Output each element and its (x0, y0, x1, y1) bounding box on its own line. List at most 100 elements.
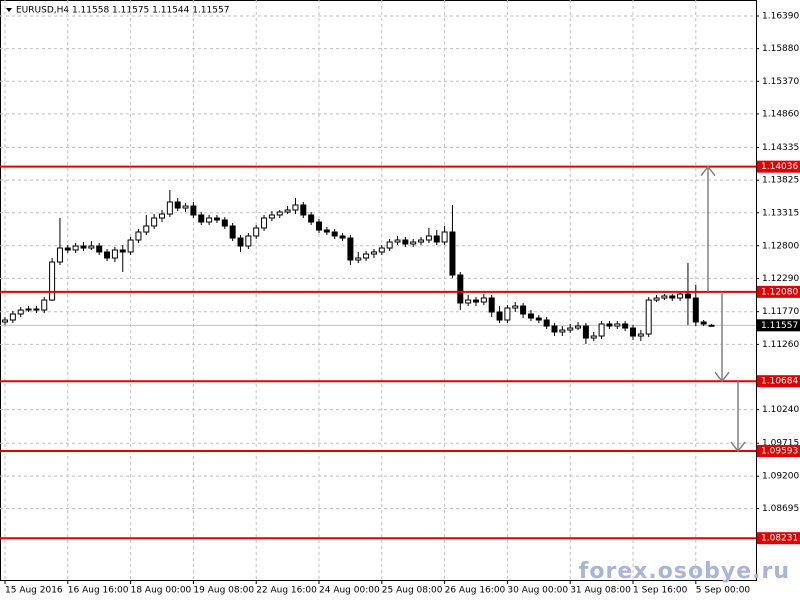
level-label-bg (757, 160, 800, 173)
candle-body (166, 201, 173, 215)
candle-body (198, 214, 205, 223)
y-tick-label: 1.13315 (762, 208, 799, 218)
candle-body (622, 323, 629, 329)
candle-body (25, 308, 32, 311)
arrow-head (730, 441, 746, 453)
y-tick-label: 1.11770 (762, 307, 799, 317)
candle-body (402, 239, 409, 245)
candle-body (135, 231, 142, 241)
candle-body (457, 274, 464, 304)
candle-body (261, 217, 268, 229)
candle-body (684, 293, 691, 299)
x-tick-label: 19 Aug 08:00 (193, 586, 254, 596)
y-tick-label: 1.14335 (762, 143, 799, 153)
candle-body (96, 245, 103, 253)
candle-body (614, 323, 621, 327)
level-label: 1.10684 (761, 377, 798, 387)
x-tick-label: 15 Aug 2016 (5, 586, 63, 596)
candle-body (41, 299, 48, 311)
candle-body (143, 225, 150, 233)
x-tick-label: 1 Sep 16:00 (633, 586, 688, 596)
candle-body (410, 241, 417, 245)
x-tick-label: 16 Aug 16:00 (68, 586, 129, 596)
x-tick-label: 30 Aug 00:00 (507, 586, 568, 596)
candle-body (229, 225, 236, 239)
candle-body (72, 245, 79, 251)
candle-body (284, 209, 291, 213)
candle-body (551, 325, 558, 333)
candle-body (496, 311, 503, 321)
candle-body (449, 231, 456, 276)
candle-body (104, 251, 111, 259)
candle-body (630, 327, 636, 337)
y-tick-label: 1.12290 (762, 274, 799, 284)
candle-body (512, 305, 519, 309)
candle-body (504, 307, 511, 321)
candle-body (88, 245, 95, 249)
y-tick-label: 1.11260 (762, 340, 799, 350)
candle-body (56, 247, 63, 263)
candle-body (213, 217, 220, 221)
candle-body (378, 247, 385, 253)
candle-body (661, 295, 668, 299)
x-tick-label: 18 Aug 00:00 (131, 586, 192, 596)
y-tick-label: 1.13825 (762, 176, 799, 186)
candle-body (2, 319, 8, 323)
candle-body (677, 293, 684, 299)
candle-body (441, 231, 448, 243)
candle-body (308, 214, 315, 223)
x-tick-label: 25 Aug 08:00 (382, 586, 443, 596)
candle-body (17, 309, 24, 315)
candle-body (33, 308, 40, 311)
chart-title: EURUSD,H4 1.11558 1.11575 1.11544 1.1155… (16, 6, 229, 16)
candle-body (323, 229, 330, 233)
candle-body (119, 249, 126, 253)
x-tick-label: 31 Aug 08:00 (570, 586, 631, 596)
level-label-bg (757, 445, 800, 458)
level-label-bg (757, 532, 800, 545)
candle-body (253, 227, 260, 237)
candle-body (127, 239, 134, 253)
candle-body (174, 201, 181, 209)
level-label: 1.12080 (761, 287, 798, 297)
candle-body (64, 247, 71, 251)
y-tick-label: 1.14860 (762, 109, 799, 119)
candle-body (433, 235, 440, 243)
candle-body (237, 237, 244, 247)
x-tick-label: 24 Aug 00:00 (319, 586, 380, 596)
candle-body (370, 251, 377, 255)
candle-body (331, 231, 338, 237)
candle-body (394, 239, 401, 243)
candle-body (520, 305, 527, 315)
candle-body (268, 214, 275, 219)
candle-body (559, 329, 566, 333)
watermark: forex.osobye.ru (579, 559, 790, 584)
candle-body (190, 205, 197, 216)
candle-body (316, 221, 322, 231)
candle-body (473, 299, 479, 303)
candle-body (480, 297, 487, 303)
candle-body (606, 323, 613, 327)
y-tick-label: 1.09200 (762, 472, 799, 482)
candle-body (363, 253, 370, 259)
candle-body (575, 325, 582, 329)
level-label: 1.08231 (761, 534, 798, 544)
candle-body (543, 319, 550, 327)
candle-body (80, 245, 87, 249)
level-label: 1.14036 (761, 162, 798, 172)
y-tick-label: 1.15370 (762, 77, 799, 87)
candle-body (418, 239, 425, 243)
candle-body (425, 235, 432, 241)
arrow-head (700, 165, 716, 177)
y-tick-label: 1.08695 (762, 504, 799, 514)
candle-body (206, 217, 213, 223)
candle-body (645, 299, 652, 335)
y-tick-label: 1.16390 (762, 12, 799, 22)
candle-body (708, 324, 715, 327)
candle-body (465, 299, 472, 304)
level-label: 1.09593 (761, 447, 798, 457)
candle-body (386, 241, 393, 249)
candle-body (245, 235, 252, 247)
candle-body (151, 217, 158, 227)
